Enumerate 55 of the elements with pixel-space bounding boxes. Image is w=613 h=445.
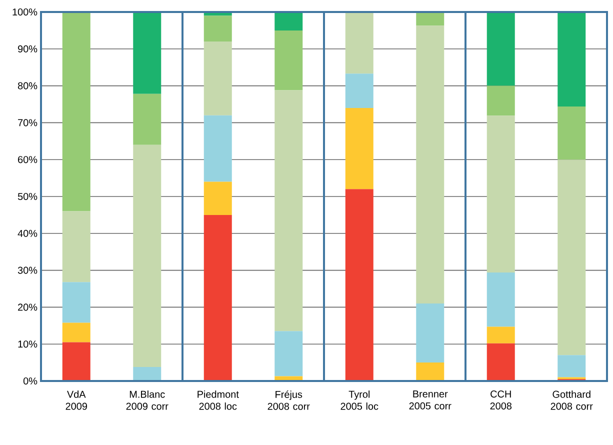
y-tick-label: 80% xyxy=(18,82,38,90)
bar xyxy=(204,115,232,182)
x-tick-label: Gotthard 2008 corr xyxy=(550,390,593,410)
x-tick-label: Fréjus 2008 corr xyxy=(268,390,310,410)
bar xyxy=(345,108,374,190)
y-tick-label: 50% xyxy=(18,192,38,200)
bar xyxy=(274,30,303,90)
y-tick-label: 100% xyxy=(12,8,38,16)
y-tick-label: 20% xyxy=(18,304,38,311)
x-tick-label: Piedmont 2008 loc xyxy=(198,390,239,410)
y-tick-label: 30% xyxy=(18,266,38,274)
bar xyxy=(133,94,162,145)
bar xyxy=(62,282,90,323)
bar xyxy=(345,74,374,108)
y-tick-label: 90% xyxy=(18,45,38,52)
bar xyxy=(133,12,162,94)
bar xyxy=(133,144,162,367)
bar xyxy=(416,304,444,363)
bar xyxy=(416,26,444,304)
bar xyxy=(486,272,515,327)
y-tick-label: 10% xyxy=(18,340,38,348)
bar xyxy=(274,331,303,376)
bar xyxy=(62,12,90,212)
bar xyxy=(558,355,586,378)
x-tick-label: Brenner 2005 corr xyxy=(409,390,452,410)
x-tick-label: Tyrol 2005 loc xyxy=(340,390,378,410)
x-tick-label: VdA 2009 xyxy=(66,390,87,410)
bar xyxy=(204,214,232,381)
bar xyxy=(274,12,303,30)
bar xyxy=(558,160,586,356)
bar xyxy=(345,189,374,381)
bar xyxy=(62,342,90,381)
bar xyxy=(486,116,515,273)
y-tick-label: 60% xyxy=(18,156,38,164)
bar xyxy=(486,326,515,344)
bar xyxy=(416,12,444,26)
bar xyxy=(416,362,444,381)
bar xyxy=(274,90,303,332)
y-tick-label: 40% xyxy=(18,230,38,237)
bar xyxy=(133,366,162,381)
x-tick-label: M.Blanc 2009 corr xyxy=(126,390,168,410)
bar xyxy=(558,106,586,160)
bar xyxy=(486,343,515,381)
bar xyxy=(486,86,515,116)
bar xyxy=(558,12,586,106)
bar xyxy=(62,322,90,342)
y-tick-label: 70% xyxy=(18,119,38,126)
bar xyxy=(62,211,90,282)
bar xyxy=(204,42,232,116)
bar xyxy=(486,12,515,86)
x-tick-label: CCH 2008 xyxy=(490,390,512,410)
bar xyxy=(345,12,374,74)
bar xyxy=(204,16,232,42)
bar xyxy=(204,182,232,215)
y-tick-label: 0% xyxy=(23,377,38,385)
